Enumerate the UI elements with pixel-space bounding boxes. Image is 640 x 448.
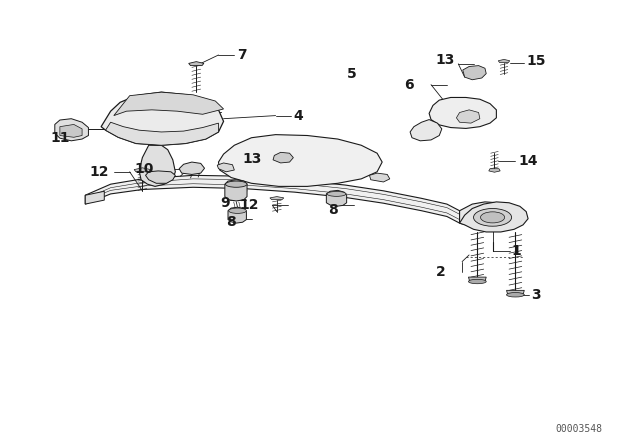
- Text: 1: 1: [511, 244, 522, 258]
- Polygon shape: [460, 202, 528, 232]
- Text: 15: 15: [526, 54, 546, 68]
- Polygon shape: [134, 168, 150, 172]
- Text: 13: 13: [243, 151, 262, 165]
- Polygon shape: [189, 62, 204, 65]
- Ellipse shape: [327, 191, 346, 196]
- Text: 8: 8: [328, 203, 338, 217]
- Text: 3: 3: [531, 288, 540, 302]
- Polygon shape: [369, 173, 390, 182]
- Polygon shape: [60, 125, 82, 137]
- Polygon shape: [460, 202, 516, 227]
- Polygon shape: [218, 135, 382, 186]
- Ellipse shape: [506, 293, 524, 297]
- Polygon shape: [217, 163, 234, 172]
- Polygon shape: [456, 110, 480, 123]
- Text: 7: 7: [237, 48, 247, 62]
- Polygon shape: [326, 190, 347, 206]
- Polygon shape: [270, 197, 284, 200]
- Ellipse shape: [225, 181, 247, 187]
- Polygon shape: [114, 92, 223, 116]
- Ellipse shape: [481, 212, 504, 223]
- Text: 13: 13: [435, 53, 454, 67]
- Text: 8: 8: [227, 215, 236, 229]
- Ellipse shape: [228, 208, 246, 213]
- Text: 12: 12: [239, 198, 259, 212]
- Polygon shape: [228, 207, 246, 223]
- Text: 6: 6: [404, 78, 414, 92]
- Polygon shape: [463, 65, 486, 80]
- Polygon shape: [101, 92, 223, 145]
- Polygon shape: [273, 152, 293, 163]
- Ellipse shape: [468, 279, 486, 284]
- Polygon shape: [468, 277, 486, 281]
- Polygon shape: [145, 171, 175, 183]
- Text: 14: 14: [518, 154, 538, 168]
- Polygon shape: [489, 169, 500, 172]
- Polygon shape: [106, 122, 218, 145]
- Text: 4: 4: [293, 108, 303, 123]
- Polygon shape: [85, 175, 460, 223]
- Polygon shape: [410, 120, 442, 141]
- Polygon shape: [55, 119, 88, 141]
- Text: 00003548: 00003548: [556, 424, 602, 434]
- Text: 11: 11: [51, 131, 70, 145]
- Text: 10: 10: [134, 162, 154, 176]
- Polygon shape: [139, 145, 175, 186]
- Polygon shape: [429, 98, 497, 129]
- Polygon shape: [225, 180, 247, 201]
- Text: 2: 2: [436, 265, 445, 279]
- Polygon shape: [179, 162, 205, 174]
- Ellipse shape: [474, 208, 511, 226]
- Text: 9: 9: [220, 196, 230, 210]
- Polygon shape: [85, 191, 104, 204]
- Polygon shape: [499, 60, 509, 63]
- Text: 12: 12: [90, 165, 109, 179]
- Polygon shape: [506, 290, 524, 295]
- Text: 5: 5: [347, 68, 356, 82]
